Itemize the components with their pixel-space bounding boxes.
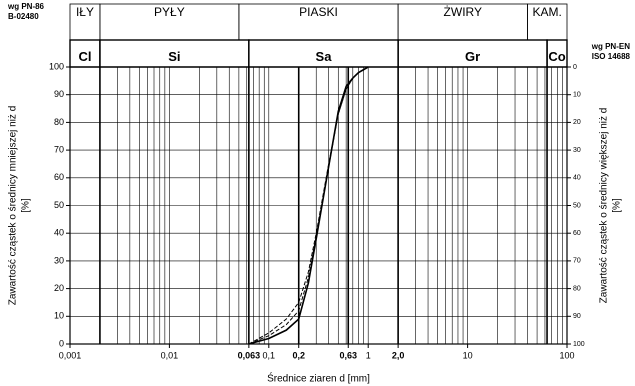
y2-tick-label: 30 [573, 147, 581, 154]
y2-tick-label: 20 [573, 119, 581, 126]
x-tick-label: 0,01 [161, 350, 179, 360]
header-cell [546, 39, 568, 68]
header-label: Sa [316, 49, 333, 64]
y-tick-label: 40 [54, 228, 64, 238]
y2-tick-label: 50 [573, 202, 581, 209]
note: wg PN-86 [7, 2, 45, 11]
y-tick-label: 50 [54, 200, 64, 210]
header-label: KAM. [533, 5, 562, 19]
y-axis-title: Zawartość cząstek o średnicy mniejszej n… [8, 106, 19, 306]
y-tick-label: 80 [54, 117, 64, 127]
header-label: Co [548, 49, 565, 64]
y2-tick-label: 40 [573, 175, 581, 182]
note: B-02480 [8, 12, 39, 21]
x-tick-label: 0,1 [263, 350, 276, 360]
y2-tick-label: 80 [573, 285, 581, 292]
y2-tick-label: 60 [573, 230, 581, 237]
y-tick-label: 90 [54, 89, 64, 99]
header-label: PYŁY [154, 5, 185, 19]
header-label: ŻWIRY [444, 5, 482, 19]
header-label: Cl [78, 49, 91, 64]
y-tick-label: 10 [54, 311, 64, 321]
y-tick-label: 60 [54, 172, 64, 182]
y2-tick-label: 100 [573, 341, 585, 348]
y-tick-label: 0 [59, 338, 64, 348]
note: wg PN-EN [591, 42, 630, 51]
grading-curve [248, 66, 369, 345]
header-label: PIASKI [299, 5, 338, 19]
x-tick-label: 1 [366, 350, 371, 360]
y2-tick-label: 90 [573, 313, 581, 320]
y-tick-label: 20 [54, 283, 64, 293]
header-label: Gr [465, 49, 480, 64]
note: ISO 14688 [592, 52, 631, 61]
y-axis-title: [%] [21, 198, 32, 213]
x-axis-title: Średnice ziaren d [mm] [267, 372, 370, 385]
y2-tick-label: 70 [573, 258, 581, 265]
y-tick-label: 100 [49, 61, 64, 71]
y-tick-label: 70 [54, 144, 64, 154]
x-tick-label: 2,0 [392, 350, 405, 360]
x-tick-label: 0,63 [339, 350, 357, 360]
x-tick-label: 10 [463, 350, 473, 360]
y-tick-label: 30 [54, 255, 64, 265]
header-label: IŁY [76, 5, 94, 19]
x-tick-label: 0,2 [292, 350, 305, 360]
x-tick-label: 100 [559, 350, 574, 360]
y2-axis-title: Zawartość cząstek o średnicy większej ni… [599, 108, 610, 304]
y2-tick-label: 0 [573, 64, 577, 71]
y2-axis-title: [%] [612, 198, 623, 213]
x-tick-label: 0,063 [238, 350, 261, 360]
y2-tick-label: 10 [573, 92, 581, 99]
x-tick-label: 0,001 [59, 350, 82, 360]
header-label: Si [168, 49, 180, 64]
